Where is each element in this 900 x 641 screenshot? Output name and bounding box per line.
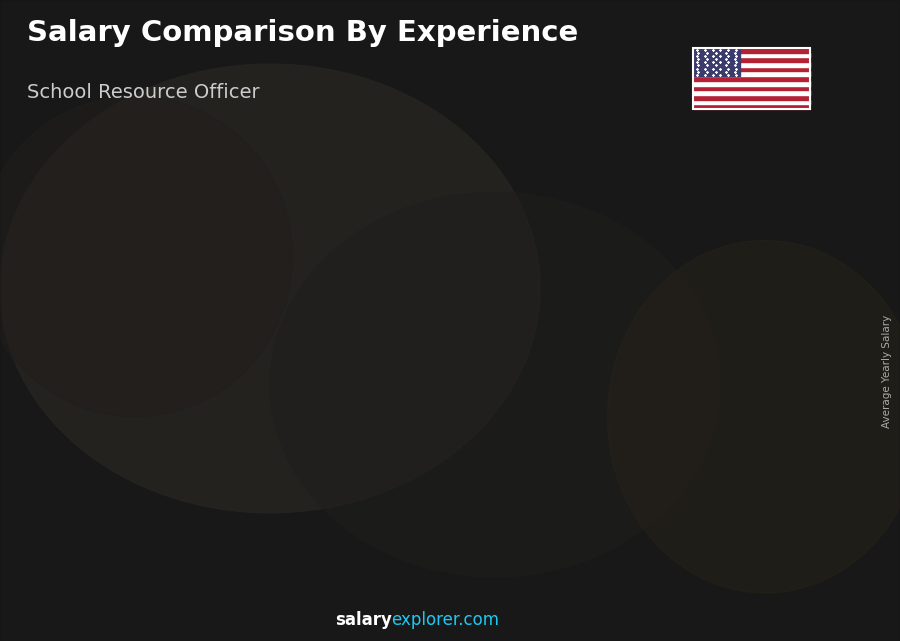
Bar <box>693 62 810 67</box>
Bar <box>82 422 156 429</box>
Bar <box>693 99 810 104</box>
Bar <box>283 385 290 564</box>
Bar <box>693 104 810 109</box>
Bar <box>693 95 810 99</box>
Text: 66,400 USD: 66,400 USD <box>713 211 796 224</box>
Bar <box>693 48 740 76</box>
Text: explorer.com: explorer.com <box>392 612 500 629</box>
Text: 5 to 10: 5 to 10 <box>343 592 403 606</box>
Bar <box>693 53 810 58</box>
Bar <box>464 278 537 564</box>
Text: 15 to 20: 15 to 20 <box>592 592 662 606</box>
Text: salary: salary <box>335 612 392 629</box>
Text: 20+ Years: 20+ Years <box>711 592 797 606</box>
Bar <box>410 325 418 564</box>
Text: 10 to 15: 10 to 15 <box>464 592 536 606</box>
Text: 27,200 USD: 27,200 USD <box>77 406 159 420</box>
Bar <box>693 67 810 72</box>
Bar <box>693 81 810 85</box>
Bar <box>590 256 664 564</box>
Bar <box>537 278 544 564</box>
FancyArrowPatch shape <box>397 265 472 315</box>
Bar <box>537 272 544 278</box>
Bar <box>208 385 213 564</box>
Bar <box>664 250 671 256</box>
Bar <box>464 272 537 278</box>
Text: +19%: +19% <box>405 174 468 193</box>
Text: 48,100 USD: 48,100 USD <box>332 302 414 316</box>
Ellipse shape <box>0 96 292 417</box>
Bar <box>283 379 290 385</box>
Bar <box>791 228 798 233</box>
Text: +34%: +34% <box>278 215 341 234</box>
Text: School Resource Officer: School Resource Officer <box>27 83 259 103</box>
Text: Salary Comparison By Experience: Salary Comparison By Experience <box>27 19 578 47</box>
FancyArrowPatch shape <box>652 217 725 245</box>
Bar <box>590 256 595 564</box>
Bar <box>336 325 410 564</box>
Text: 57,400 USD: 57,400 USD <box>459 255 541 269</box>
Bar <box>693 85 810 90</box>
Text: 61,900 USD: 61,900 USD <box>586 233 669 247</box>
Text: +32%: +32% <box>150 298 214 317</box>
Text: +8%: +8% <box>541 171 587 188</box>
Bar <box>82 429 156 564</box>
Ellipse shape <box>0 64 540 513</box>
Bar <box>209 385 283 564</box>
Bar <box>463 278 468 564</box>
Bar <box>81 429 86 564</box>
Text: 36,000 USD: 36,000 USD <box>204 362 287 376</box>
Bar <box>717 233 791 564</box>
Ellipse shape <box>608 240 900 593</box>
FancyArrowPatch shape <box>525 240 598 268</box>
Bar <box>156 422 163 429</box>
Text: Average Yearly Salary: Average Yearly Salary <box>881 315 892 428</box>
Bar <box>209 379 283 385</box>
Bar <box>664 256 671 564</box>
Text: < 2 Years: < 2 Years <box>78 592 159 606</box>
Bar <box>716 233 722 564</box>
Bar <box>590 250 664 256</box>
FancyArrowPatch shape <box>269 313 344 377</box>
Bar <box>410 319 418 325</box>
Bar <box>693 72 810 76</box>
Text: 2 to 5: 2 to 5 <box>221 592 271 606</box>
Bar <box>336 325 340 564</box>
Bar <box>693 76 810 81</box>
Bar <box>693 48 810 53</box>
Bar <box>156 429 163 564</box>
Bar <box>693 58 810 62</box>
Bar <box>336 319 410 325</box>
Bar <box>717 228 791 233</box>
Ellipse shape <box>270 192 720 577</box>
Bar <box>693 90 810 95</box>
Text: +7%: +7% <box>670 160 712 178</box>
Bar <box>791 233 798 564</box>
FancyArrowPatch shape <box>142 374 217 422</box>
